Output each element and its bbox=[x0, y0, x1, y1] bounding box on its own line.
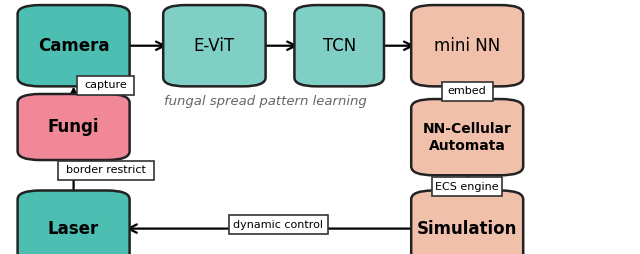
Text: embed: embed bbox=[448, 86, 486, 97]
Text: fungal spread pattern learning: fungal spread pattern learning bbox=[164, 95, 367, 108]
FancyBboxPatch shape bbox=[412, 5, 523, 86]
Text: capture: capture bbox=[84, 80, 127, 90]
FancyBboxPatch shape bbox=[294, 5, 384, 86]
FancyBboxPatch shape bbox=[432, 177, 502, 196]
FancyBboxPatch shape bbox=[18, 5, 129, 86]
Text: E-ViT: E-ViT bbox=[194, 37, 235, 55]
Text: Simulation: Simulation bbox=[417, 220, 517, 237]
Text: ECS engine: ECS engine bbox=[435, 182, 499, 192]
Text: mini NN: mini NN bbox=[434, 37, 500, 55]
FancyBboxPatch shape bbox=[442, 82, 493, 101]
FancyBboxPatch shape bbox=[77, 76, 134, 94]
FancyBboxPatch shape bbox=[18, 190, 129, 254]
Text: TCN: TCN bbox=[323, 37, 356, 55]
Text: Laser: Laser bbox=[48, 220, 99, 237]
Text: dynamic control: dynamic control bbox=[234, 220, 323, 230]
FancyBboxPatch shape bbox=[58, 161, 154, 180]
FancyBboxPatch shape bbox=[18, 94, 129, 160]
FancyBboxPatch shape bbox=[163, 5, 266, 86]
Text: Fungi: Fungi bbox=[48, 118, 99, 136]
Text: Camera: Camera bbox=[38, 37, 109, 55]
FancyBboxPatch shape bbox=[229, 215, 328, 234]
Text: border restrict: border restrict bbox=[66, 165, 145, 175]
FancyBboxPatch shape bbox=[412, 99, 523, 175]
Text: NN-Cellular
Automata: NN-Cellular Automata bbox=[423, 121, 511, 153]
FancyBboxPatch shape bbox=[412, 190, 523, 254]
